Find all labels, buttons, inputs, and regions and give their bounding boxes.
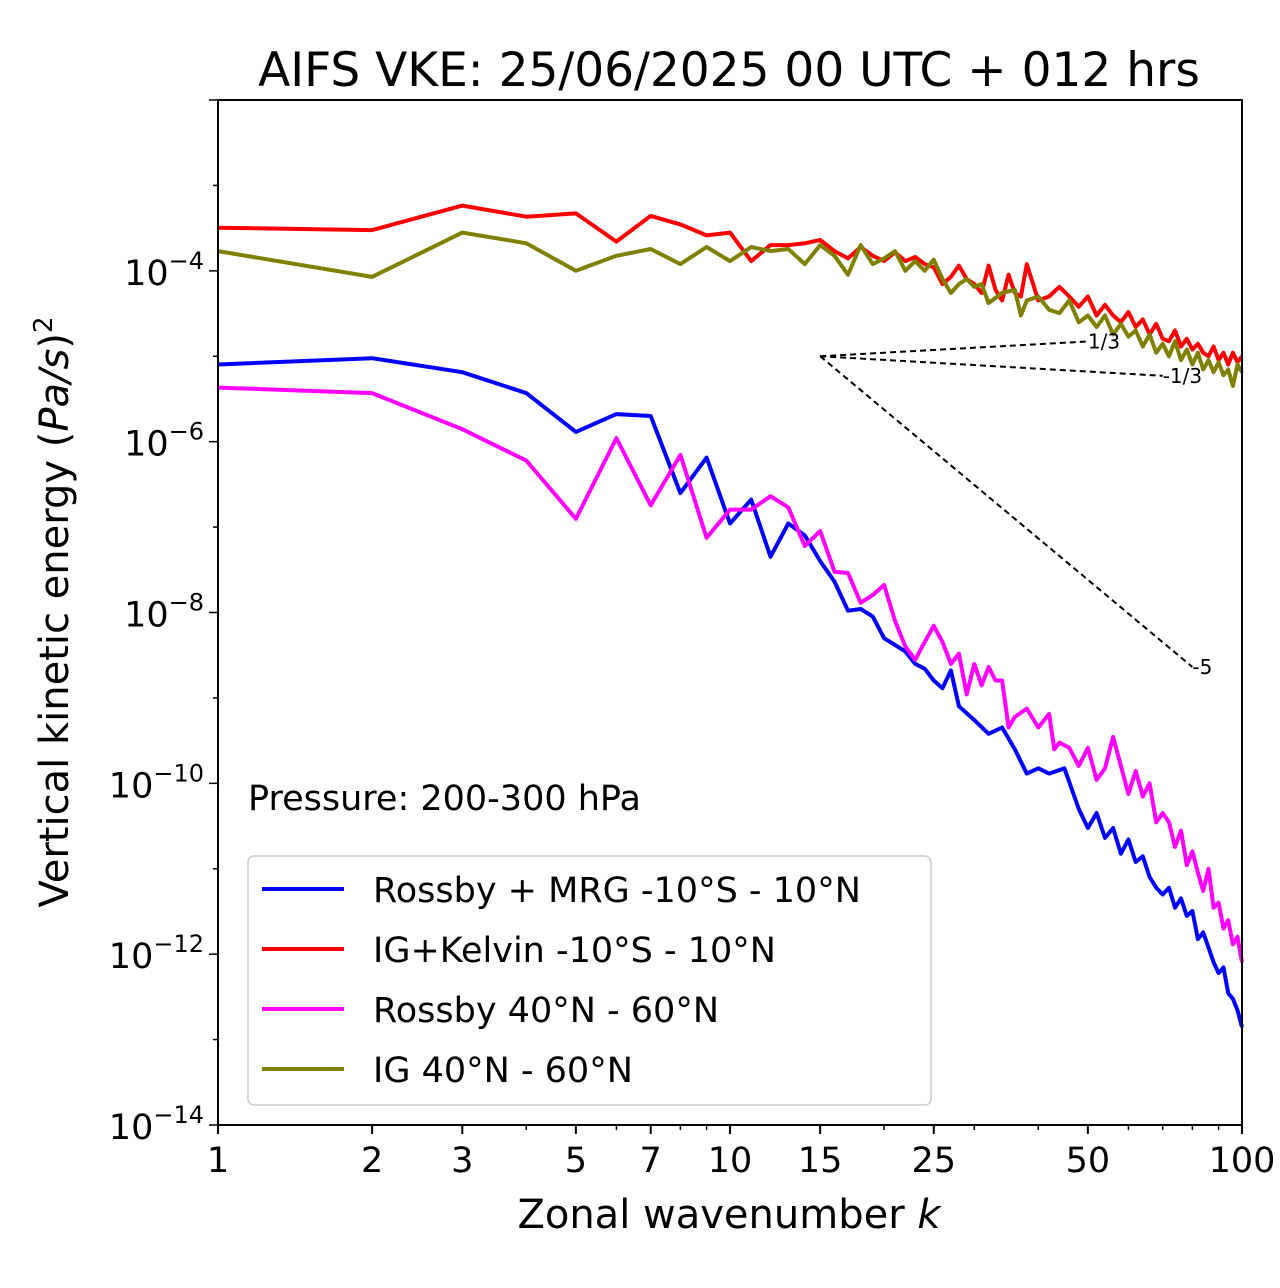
reference-slope-label-minus-1-over-3: -1/3 xyxy=(1163,364,1202,388)
legend-label-rossby-40-n-60-n: Rossby 40°N - 60°N xyxy=(373,991,719,1031)
series-line-ig-kelvin-10-s-10-n xyxy=(217,203,1244,367)
series-line-ig-40-n-60-n xyxy=(217,230,1244,388)
legend-label-rossby-mrg-10-s-10-n: Rossby + MRG -10°S - 10°N xyxy=(373,871,861,911)
y-tick-label: 10−4 xyxy=(124,247,204,294)
legend-label-ig-40-n-60-n: IG 40°N - 60°N xyxy=(373,1051,633,1091)
x-tick-label: 3 xyxy=(451,1141,473,1181)
y-tick-label: 10−12 xyxy=(109,930,204,977)
reference-slopes: 1/3 -1/3 -5 xyxy=(819,329,1212,679)
x-tick-label: 15 xyxy=(798,1141,843,1181)
series-layer xyxy=(217,203,1244,1028)
legend-box xyxy=(247,855,932,1106)
x-tick-label: 100 xyxy=(1209,1141,1276,1181)
reference-slope-label-1-over-3: 1/3 xyxy=(1088,329,1120,353)
chart-title: AIFS VKE: 25/06/2025 00 UTC + 012 hrs xyxy=(258,43,1200,98)
y-axis-ticks: 10−4 10−6 10−8 10−10 10−12 10−14 xyxy=(109,99,218,1148)
y-tick-label: 10−14 xyxy=(109,1101,204,1148)
x-tick-label: 5 xyxy=(565,1141,587,1181)
legend: Rossby + MRG -10°S - 10°N IG+Kelvin -10°S… xyxy=(247,855,932,1106)
x-tick-label: 25 xyxy=(911,1141,956,1181)
y-tick-label: 10−10 xyxy=(109,759,204,806)
x-tick-label: 10 xyxy=(708,1141,753,1181)
legend-label-ig-kelvin-10-s-10-n: IG+Kelvin -10°S - 10°N xyxy=(373,931,776,971)
x-tick-label: 50 xyxy=(1066,1141,1111,1181)
reference-slope-line-minus-1-over-3 xyxy=(820,355,1163,377)
y-tick-label: 10−6 xyxy=(124,418,204,465)
x-tick-label: 7 xyxy=(640,1141,662,1181)
x-axis-label: Zonal wavenumber k xyxy=(517,1192,942,1238)
x-axis-ticks: 1 2 3 5 7 10 15 25 50 100 xyxy=(207,1125,1276,1181)
x-tick-label: 1 xyxy=(207,1141,229,1181)
y-tick-label: 10−8 xyxy=(124,589,204,636)
reference-slope-label-minus-5: -5 xyxy=(1192,655,1212,679)
reference-slope-line-1-over-3 xyxy=(820,340,1088,358)
y-axis-label: Vertical kinetic energy (Pa/s)2 xyxy=(29,317,78,908)
series-line-rossby-40-n-60-n xyxy=(217,385,1244,963)
x-tick-label: 2 xyxy=(361,1141,383,1181)
pressure-annotation: Pressure: 200-300 hPa xyxy=(248,779,641,819)
reference-slope-line-minus-5 xyxy=(819,355,1194,668)
